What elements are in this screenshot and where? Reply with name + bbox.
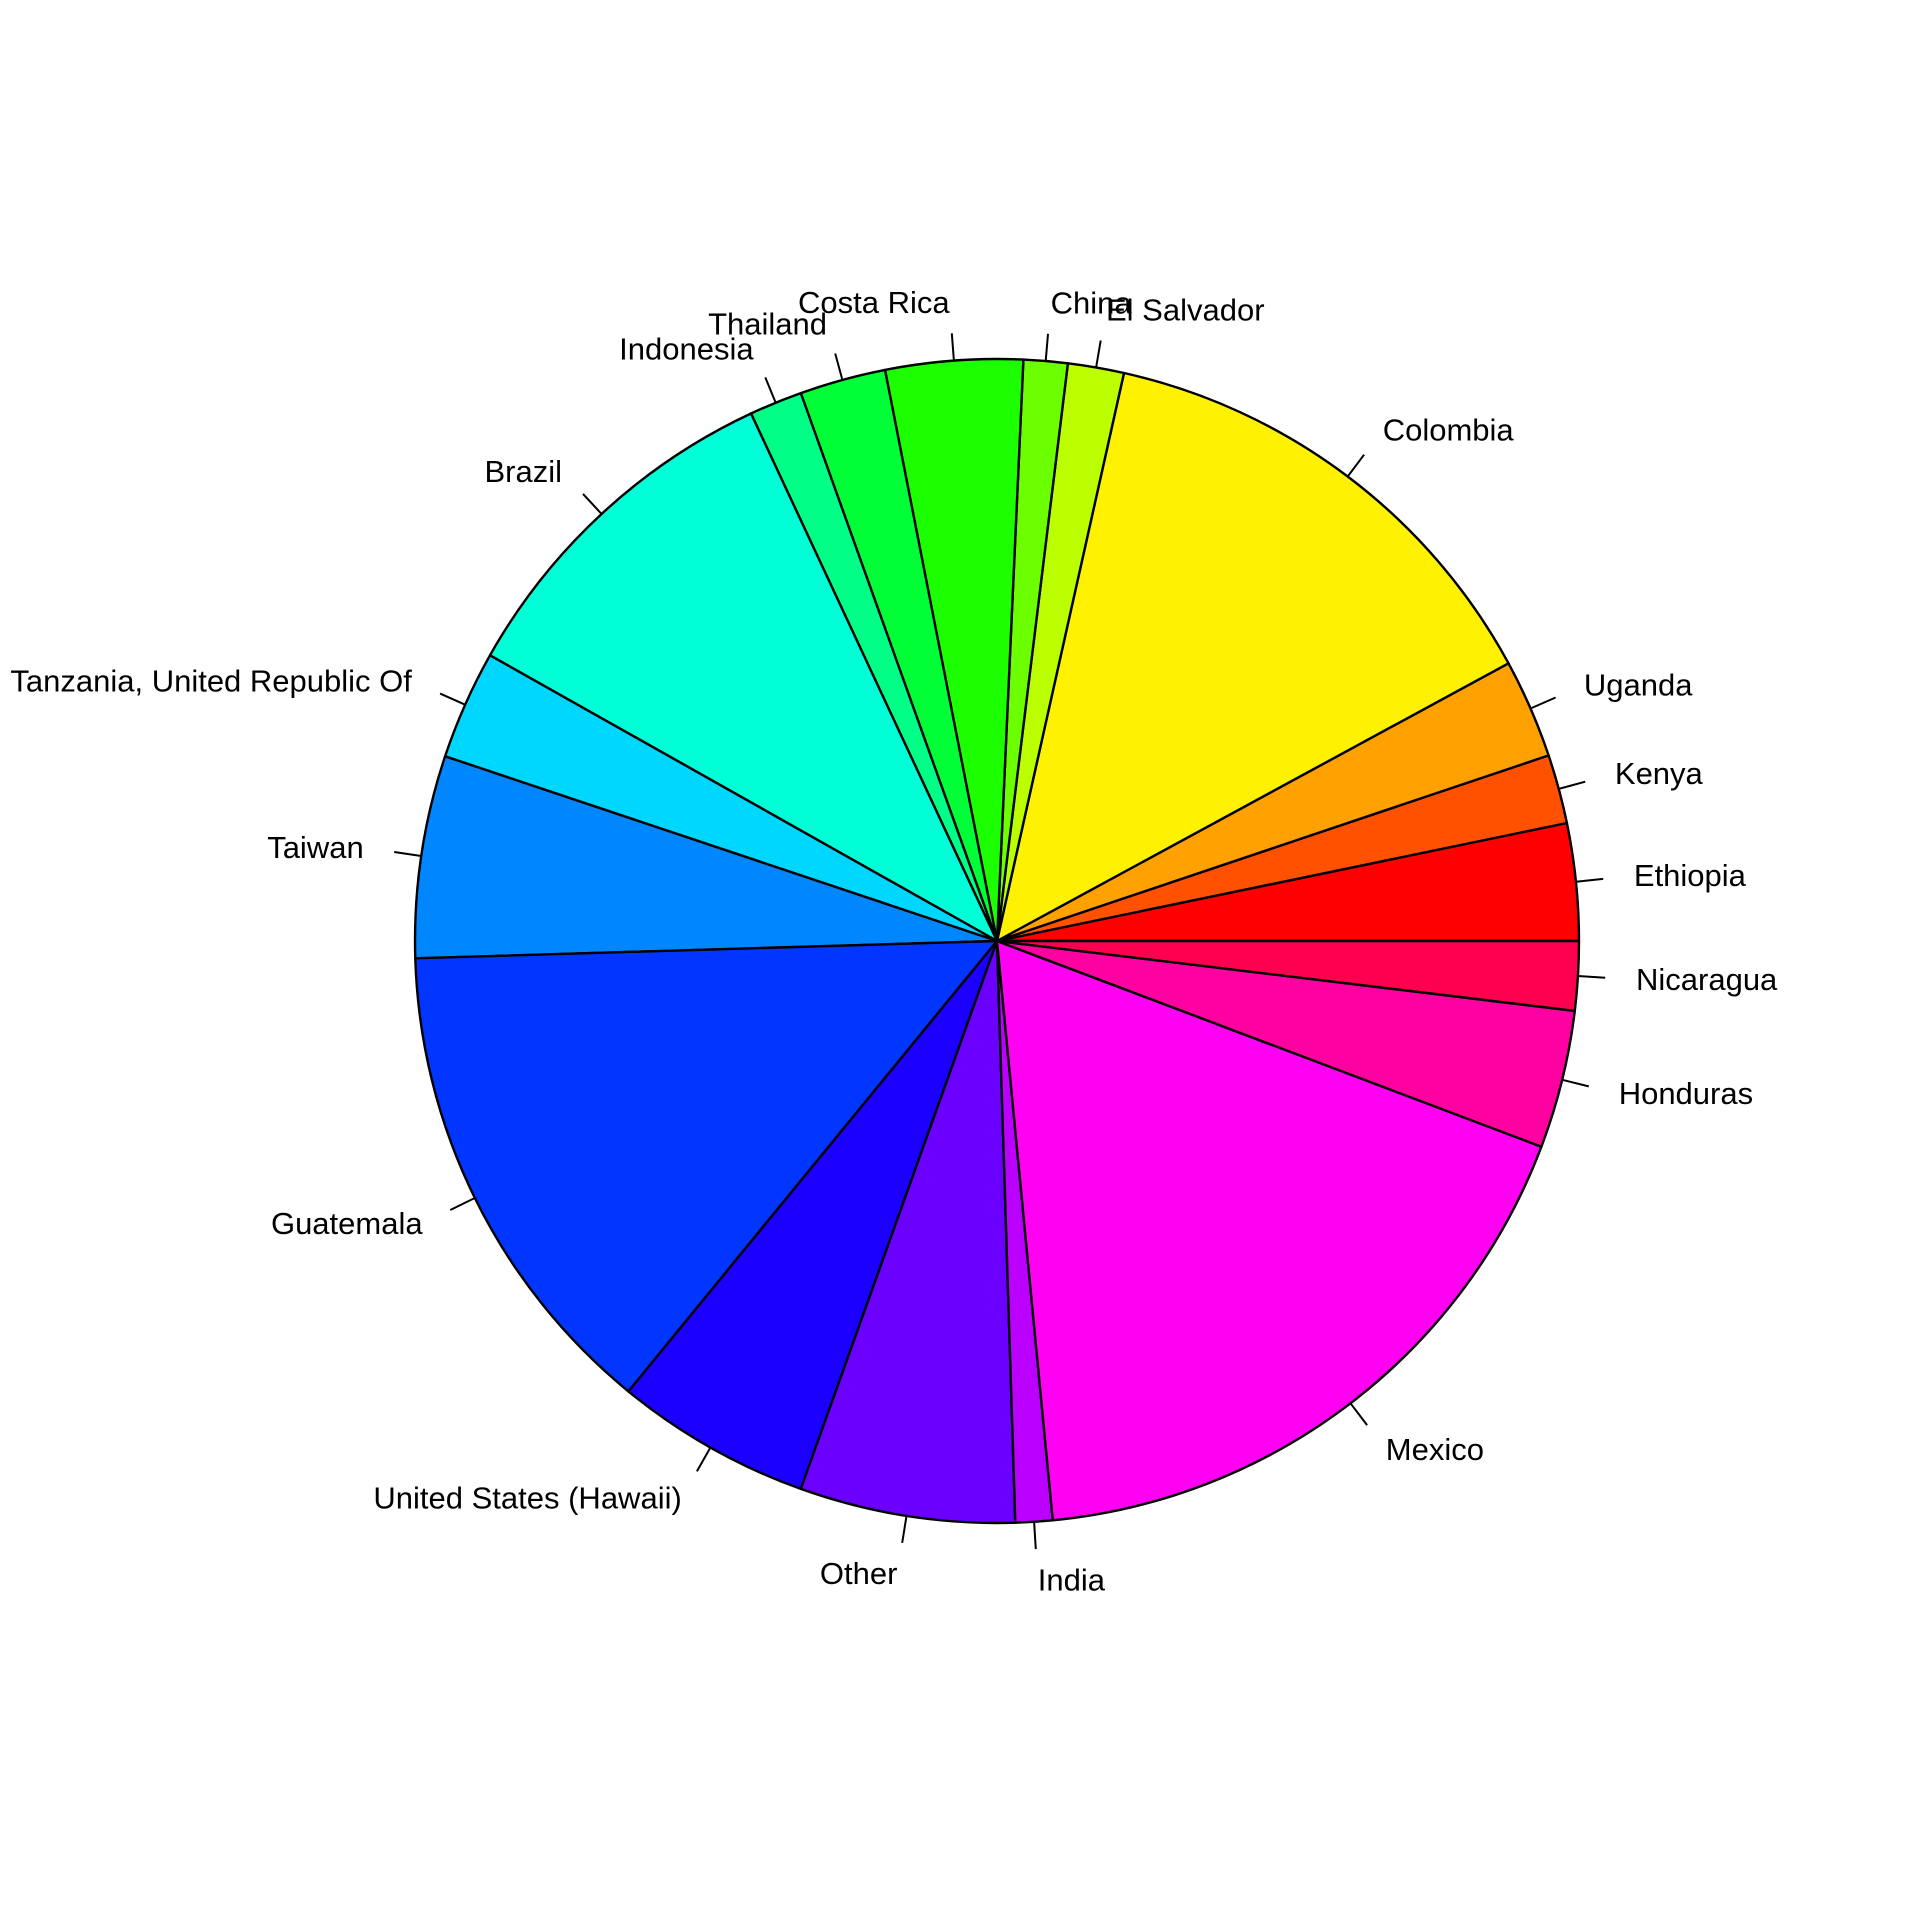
label-tick-other — [901, 1515, 908, 1544]
pie-slice-other — [799, 939, 1017, 1525]
slice-label-mexico: Mexico — [1386, 1432, 1484, 1467]
label-tick-nicaragua — [1577, 975, 1606, 979]
label-tick-tanzania-united-republic-of — [439, 692, 466, 706]
label-ticks — [394, 333, 1606, 1550]
label-tick-ethiopia — [1575, 877, 1604, 883]
label-tick-brazil — [582, 493, 603, 515]
pie-slice-taiwan — [413, 755, 999, 960]
slice-label-colombia: Colombia — [1383, 413, 1515, 448]
label-tick-india — [1033, 1521, 1037, 1550]
label-tick-taiwan — [394, 851, 422, 857]
slice-label-nicaragua: Nicaragua — [1636, 962, 1778, 997]
label-tick-united-states-hawaii — [696, 1447, 712, 1472]
pie-slices — [413, 357, 1581, 1525]
slice-labels: Ethiopia Kenya Uganda Colombia El SalvadorCh… — [10, 285, 1778, 1597]
slice-label-ethiopia: Ethiopia — [1634, 858, 1747, 893]
label-tick-honduras — [1561, 1078, 1590, 1088]
slice-label-other: Other — [820, 1556, 898, 1591]
slice-label-india: India — [1038, 1562, 1106, 1597]
label-tick-costa-rica — [950, 333, 955, 361]
pie-slice-guatemala — [414, 939, 999, 1393]
label-tick-thailand — [834, 353, 844, 381]
slice-label-brazil: Brazil — [484, 454, 562, 489]
label-tick-el-salvador — [1095, 340, 1102, 368]
label-tick-uganda — [1530, 696, 1557, 710]
slice-label-kenya: Kenya — [1615, 756, 1704, 791]
slice-label-costa-rica: Costa Rica — [798, 285, 950, 320]
label-tick-kenya — [1558, 780, 1586, 790]
slice-label-tanzania-united-republic-of: Tanzania, United Republic Of — [10, 664, 412, 699]
slice-label-indonesia: Indonesia — [619, 331, 754, 366]
label-tick-china — [1044, 333, 1049, 362]
label-tick-guatemala — [449, 1197, 476, 1211]
slice-label-guatemala: Guatemala — [271, 1206, 423, 1241]
label-tick-mexico — [1349, 1402, 1368, 1426]
slice-label-uganda: Uganda — [1584, 668, 1693, 703]
label-tick-colombia — [1346, 454, 1365, 478]
slice-label-united-states-hawaii: United States (Hawaii) — [373, 1481, 681, 1516]
slice-label-honduras: Honduras — [1619, 1076, 1753, 1111]
slice-label-thailand: Thailand — [708, 306, 827, 341]
slice-label-el-salvador: El Salvador — [1106, 293, 1265, 328]
label-tick-indonesia — [764, 377, 777, 404]
pie-slice-mexico — [995, 939, 1543, 1522]
pie-slice-colombia — [995, 371, 1510, 943]
slice-label-china: China — [1051, 286, 1133, 321]
slice-label-taiwan: Taiwan — [267, 830, 364, 865]
